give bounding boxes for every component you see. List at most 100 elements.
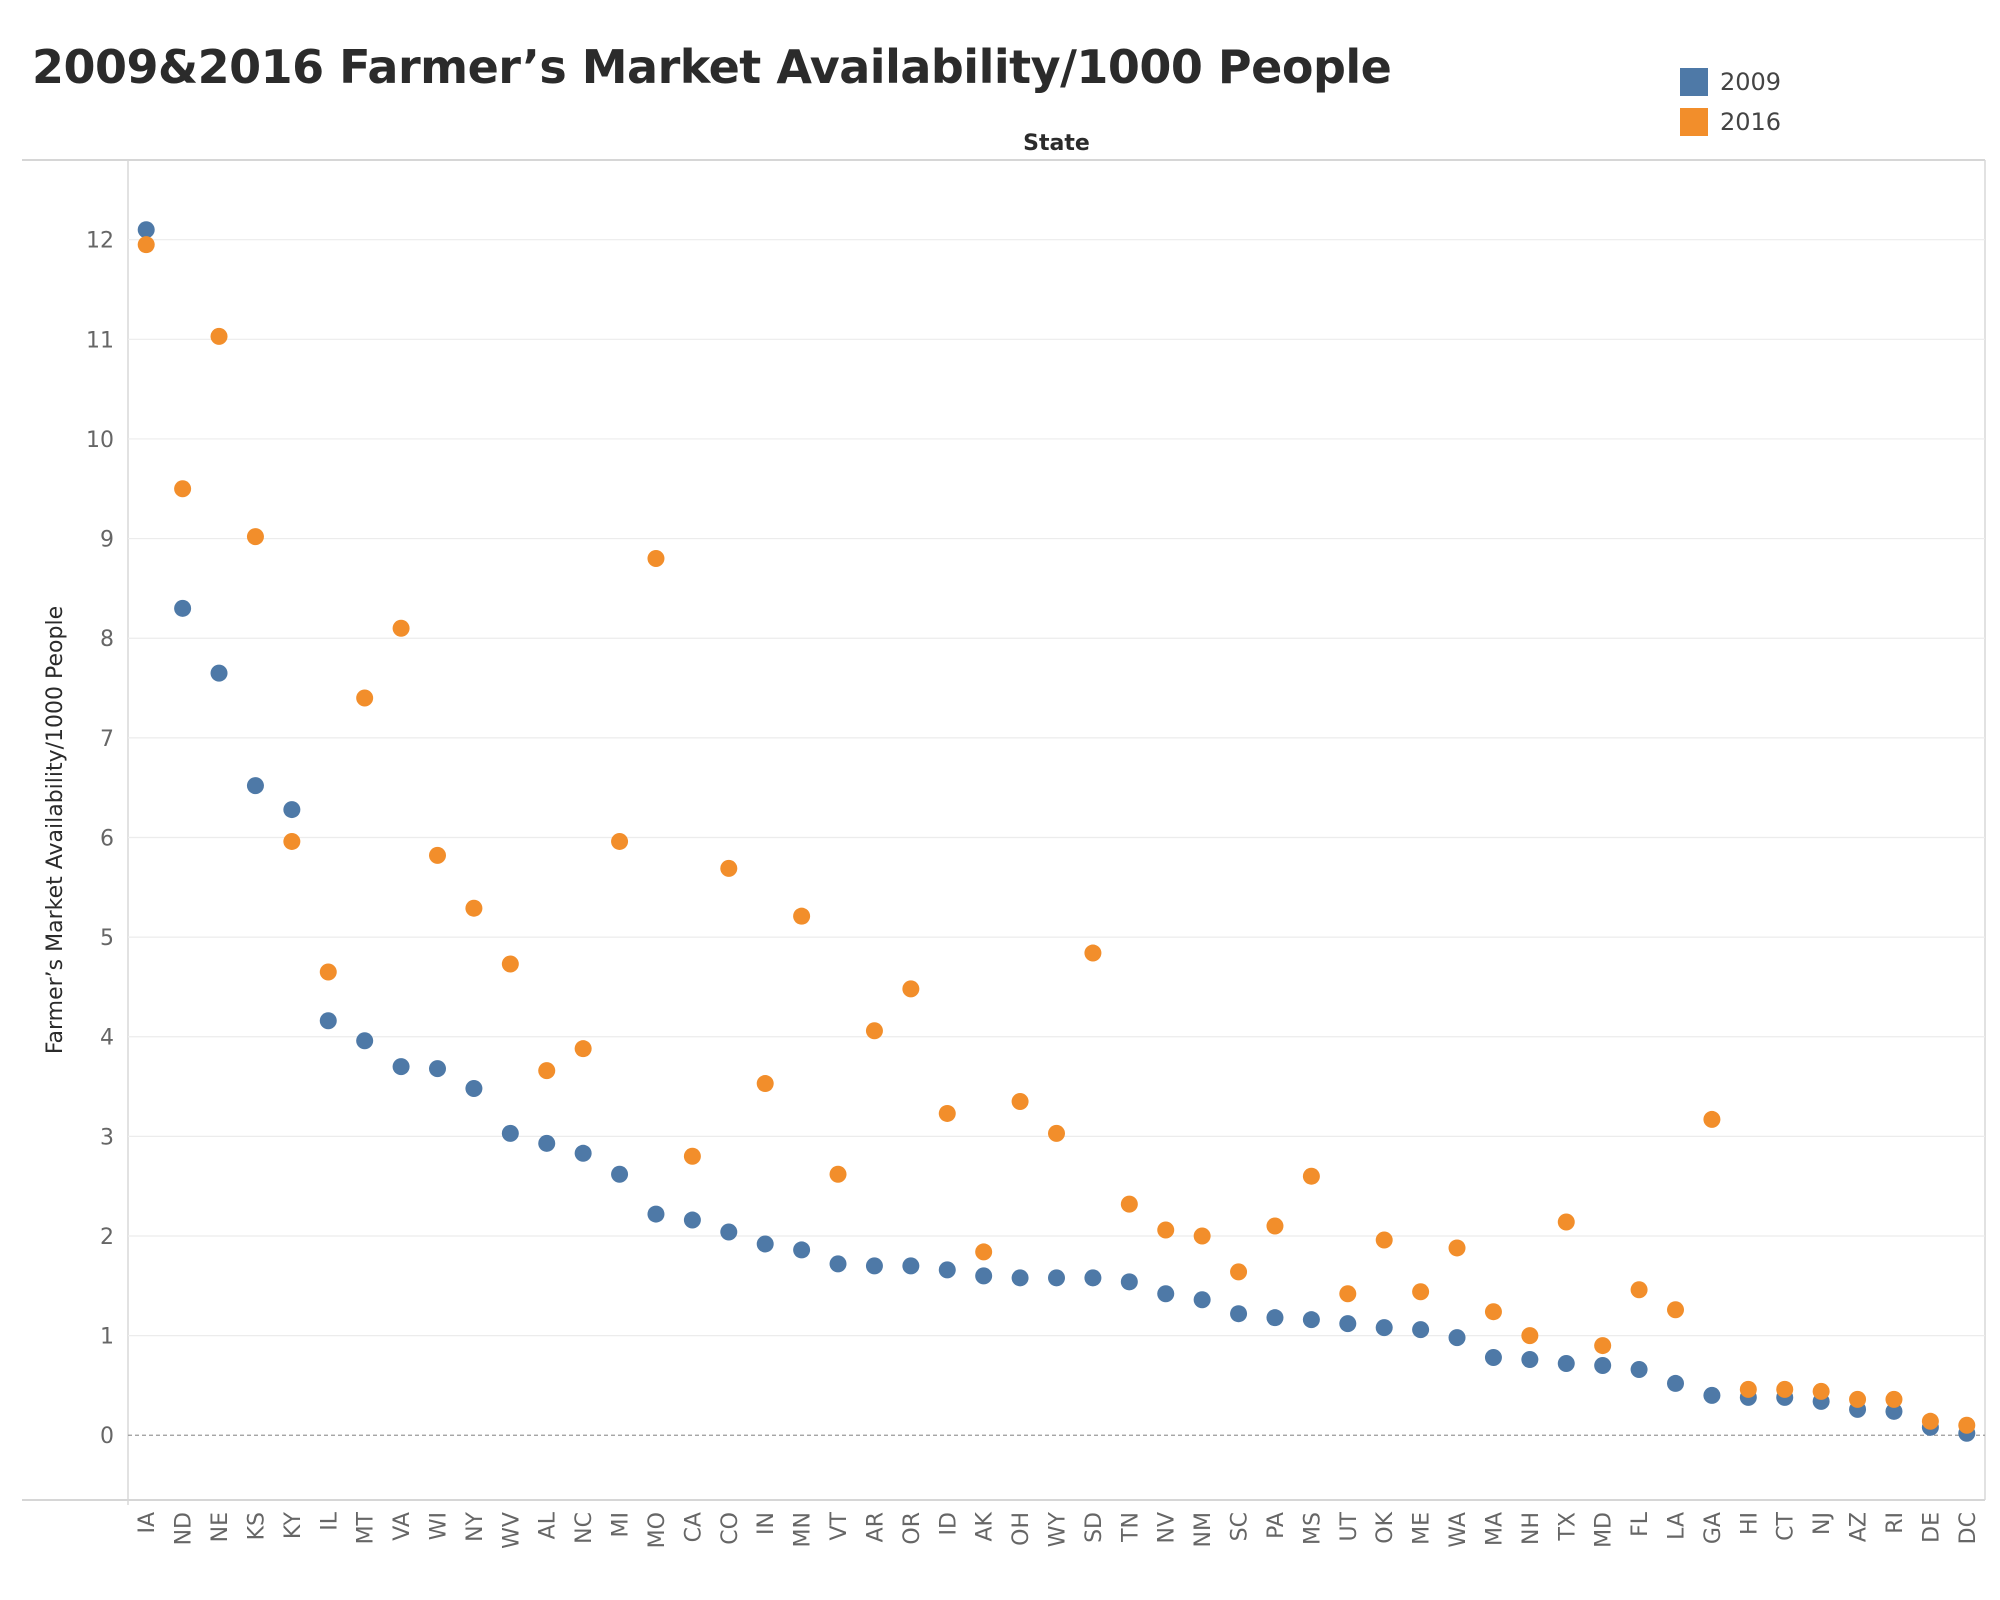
point-2016-MD[interactable] bbox=[1594, 1337, 1612, 1355]
point-2009-FL[interactable] bbox=[1630, 1360, 1648, 1378]
point-2009-LA[interactable] bbox=[1667, 1374, 1684, 1392]
point-2016-MT[interactable] bbox=[356, 689, 374, 707]
point-2016-AL[interactable] bbox=[538, 1062, 556, 1080]
point-2016-AR[interactable] bbox=[865, 1022, 883, 1040]
point-2009-MA[interactable] bbox=[1484, 1349, 1502, 1367]
point-2009-NH[interactable] bbox=[1521, 1351, 1539, 1369]
point-2016-NH[interactable] bbox=[1521, 1327, 1539, 1345]
point-2009-MI[interactable] bbox=[611, 1165, 629, 1183]
point-2016-WI[interactable] bbox=[429, 846, 446, 864]
point-2009-NM[interactable] bbox=[1193, 1291, 1211, 1309]
point-2009-VT[interactable] bbox=[829, 1255, 847, 1273]
point-2009-CO[interactable] bbox=[720, 1223, 738, 1241]
point-2009-NC[interactable] bbox=[574, 1144, 592, 1162]
point-2016-WA[interactable] bbox=[1448, 1239, 1466, 1257]
point-2009-NV[interactable] bbox=[1157, 1285, 1175, 1303]
point-2009-TX[interactable] bbox=[1557, 1355, 1575, 1373]
point-2009-WI[interactable] bbox=[429, 1060, 446, 1078]
point-2016-DE[interactable] bbox=[1921, 1412, 1939, 1430]
legend-item-2016[interactable]: 2016 bbox=[1680, 102, 1781, 142]
point-2009-IL[interactable] bbox=[319, 1012, 337, 1030]
point-2016-ND[interactable] bbox=[174, 480, 192, 498]
point-2016-DC[interactable] bbox=[1958, 1416, 1976, 1434]
point-2009-VA[interactable] bbox=[392, 1058, 410, 1076]
point-2016-ME[interactable] bbox=[1412, 1283, 1430, 1301]
point-2016-IL[interactable] bbox=[319, 963, 337, 981]
point-2016-SC[interactable] bbox=[1230, 1263, 1248, 1281]
point-2016-NV[interactable] bbox=[1157, 1221, 1175, 1239]
point-2016-CA[interactable] bbox=[683, 1147, 701, 1165]
point-2009-NY[interactable] bbox=[465, 1080, 483, 1098]
point-2016-MI[interactable] bbox=[611, 832, 629, 850]
point-2009-KS[interactable] bbox=[246, 777, 264, 795]
point-2016-GA[interactable] bbox=[1703, 1110, 1721, 1128]
point-2009-AL[interactable] bbox=[538, 1134, 556, 1152]
point-2016-FL[interactable] bbox=[1630, 1281, 1648, 1299]
point-2009-OH[interactable] bbox=[1011, 1269, 1029, 1287]
point-2016-HI[interactable] bbox=[1739, 1380, 1757, 1398]
point-2009-GA[interactable] bbox=[1703, 1386, 1721, 1404]
legend-item-2009[interactable]: 2009 bbox=[1680, 62, 1781, 102]
point-2016-NM[interactable] bbox=[1193, 1227, 1211, 1245]
point-2009-PA[interactable] bbox=[1266, 1309, 1284, 1327]
point-2009-OR[interactable] bbox=[902, 1257, 920, 1275]
point-2016-IN[interactable] bbox=[756, 1075, 774, 1093]
point-2009-OK[interactable] bbox=[1375, 1319, 1393, 1337]
point-2016-AK[interactable] bbox=[975, 1243, 993, 1261]
point-2016-NY[interactable] bbox=[465, 899, 483, 917]
point-2016-NC[interactable] bbox=[574, 1040, 592, 1058]
point-2016-OH[interactable] bbox=[1011, 1092, 1029, 1110]
point-2016-MS[interactable] bbox=[1302, 1167, 1320, 1185]
point-2016-TN[interactable] bbox=[1120, 1195, 1138, 1213]
point-2016-MA[interactable] bbox=[1484, 1303, 1502, 1321]
point-2009-AR[interactable] bbox=[865, 1257, 883, 1275]
point-2009-MO[interactable] bbox=[647, 1205, 665, 1223]
point-2009-AK[interactable] bbox=[975, 1267, 993, 1285]
point-2016-OR[interactable] bbox=[902, 980, 920, 998]
point-2009-WY[interactable] bbox=[1048, 1269, 1065, 1287]
point-2009-TN[interactable] bbox=[1120, 1273, 1138, 1291]
point-2016-CT[interactable] bbox=[1776, 1380, 1794, 1398]
point-2009-ND[interactable] bbox=[174, 599, 192, 617]
point-2016-RI[interactable] bbox=[1885, 1390, 1903, 1408]
point-2016-NJ[interactable] bbox=[1812, 1382, 1830, 1400]
point-2016-CO[interactable] bbox=[720, 859, 738, 877]
point-2016-UT[interactable] bbox=[1339, 1285, 1357, 1303]
point-2009-NE[interactable] bbox=[210, 664, 228, 682]
point-2016-TX[interactable] bbox=[1557, 1213, 1575, 1231]
point-2009-UT[interactable] bbox=[1339, 1315, 1357, 1333]
point-2016-KY[interactable] bbox=[283, 832, 301, 850]
point-2016-MO[interactable] bbox=[647, 550, 665, 568]
point-2009-ME[interactable] bbox=[1412, 1321, 1430, 1339]
x-tick-label: RI bbox=[1883, 1512, 1908, 1534]
point-2009-KY[interactable] bbox=[283, 801, 301, 819]
point-2016-SD[interactable] bbox=[1084, 944, 1102, 962]
point-2016-VT[interactable] bbox=[829, 1165, 847, 1183]
point-2009-CA[interactable] bbox=[683, 1211, 701, 1229]
point-2009-SD[interactable] bbox=[1084, 1269, 1102, 1287]
point-2009-RI[interactable] bbox=[1885, 1402, 1903, 1420]
point-2009-MD[interactable] bbox=[1594, 1357, 1612, 1375]
point-2016-NE[interactable] bbox=[210, 327, 228, 345]
point-2016-OK[interactable] bbox=[1375, 1231, 1393, 1249]
point-2016-PA[interactable] bbox=[1266, 1217, 1284, 1235]
point-2016-VA[interactable] bbox=[392, 619, 410, 637]
point-2016-WY[interactable] bbox=[1048, 1124, 1065, 1142]
point-2016-LA[interactable] bbox=[1667, 1301, 1684, 1319]
point-2016-IA[interactable] bbox=[137, 236, 155, 254]
point-2016-KS[interactable] bbox=[246, 528, 264, 546]
point-2009-MN[interactable] bbox=[793, 1241, 811, 1259]
point-2009-ID[interactable] bbox=[938, 1261, 956, 1279]
point-2009-IA[interactable] bbox=[137, 221, 155, 239]
point-2009-WV[interactable] bbox=[501, 1124, 519, 1142]
point-2009-WA[interactable] bbox=[1448, 1329, 1466, 1347]
point-2009-MS[interactable] bbox=[1302, 1311, 1320, 1329]
point-2016-ID[interactable] bbox=[938, 1104, 956, 1122]
point-2016-WV[interactable] bbox=[501, 955, 519, 973]
point-2009-MT[interactable] bbox=[356, 1032, 374, 1050]
point-2009-IN[interactable] bbox=[756, 1235, 774, 1253]
point-2016-MN[interactable] bbox=[793, 907, 811, 925]
x-tick-label: AL bbox=[536, 1511, 561, 1539]
point-2016-AZ[interactable] bbox=[1849, 1390, 1867, 1408]
point-2009-SC[interactable] bbox=[1230, 1305, 1248, 1323]
